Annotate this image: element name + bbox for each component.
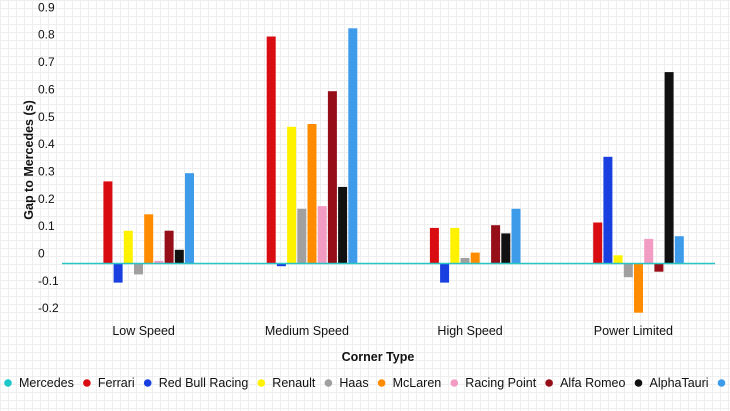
bar-alphatauri (664, 72, 674, 264)
legend-label: McLaren (393, 376, 442, 390)
legend-swatch (324, 379, 333, 387)
legend-label: Alfa Romeo (560, 376, 625, 390)
legend-label: Red Bull Racing (159, 376, 249, 390)
bar-ferrari (429, 227, 439, 264)
bar-mclaren (470, 252, 480, 264)
bar-mclaren (144, 214, 154, 264)
bar-haas (460, 258, 470, 264)
legend-label: Haas (339, 376, 368, 390)
y-tick-label: 0.3 (38, 164, 55, 178)
bar-racing-point (154, 260, 164, 264)
x-category-label: Low Speed (112, 324, 175, 338)
bar-red-bull-racing (276, 263, 286, 267)
bar-alfa-romeo (327, 91, 337, 264)
bar-renault (613, 255, 623, 264)
y-tick-label: 0.8 (38, 28, 55, 42)
bar-williams (674, 236, 684, 264)
y-axis-ticks: -0.2 -0.1 0 0.1 0.2 0.3 0.4 0.5 0.6 0.7 0.8 0.9 (38, 0, 59, 315)
y-tick-label: 0.7 (38, 55, 55, 69)
y-axis-title: Gap to Mercedes (s) (22, 100, 36, 219)
legend-item: Racing Point (450, 376, 537, 390)
legend-item: Williams (717, 379, 726, 387)
legend-item: Renault (257, 376, 316, 390)
legend-item: Red Bull Racing (143, 376, 249, 390)
legend-item: McLaren (377, 376, 442, 390)
bar-renault (450, 227, 460, 264)
legend-label: Mercedes (19, 376, 74, 390)
legend: Mercedes Ferrari Red Bull Racing Renault Haa… (4, 376, 726, 390)
bar-williams (348, 28, 358, 264)
bar-haas (623, 263, 633, 278)
bar-ferrari (593, 222, 603, 264)
bars (103, 28, 684, 313)
legend-label: Renault (272, 376, 316, 390)
legend-item: Mercedes (4, 376, 74, 390)
bar-haas (134, 263, 143, 275)
bar-ferrari (103, 181, 113, 264)
legend-item: Haas (324, 376, 369, 390)
x-axis-title: Corner Type (342, 350, 415, 364)
bar-alphatauri (174, 249, 184, 264)
bar-alphatauri (501, 233, 511, 264)
bar-racing-point (317, 206, 327, 264)
x-axis-categories: Low Speed Medium Speed High Speed Power Lim… (112, 324, 673, 338)
legend-swatch (4, 379, 12, 387)
legend-label: AlphaTauri (650, 376, 709, 390)
y-tick-label: -0.1 (38, 274, 59, 288)
legend-swatch (634, 379, 643, 387)
legend-item: Alfa Romeo (545, 376, 625, 390)
bar-alfa-romeo (491, 225, 501, 264)
legend-item: AlphaTauri (634, 376, 709, 390)
bar-alfa-romeo (654, 263, 664, 272)
legend-swatch (257, 379, 266, 387)
legend-item: Ferrari (83, 376, 135, 390)
legend-swatch (450, 379, 459, 387)
bar-red-bull-racing (603, 156, 613, 264)
bar-racing-point (644, 238, 654, 264)
bar-red-bull-racing (440, 263, 450, 283)
y-tick-label: 0.6 (38, 82, 55, 96)
x-category-label: Medium Speed (265, 324, 349, 338)
x-category-label: Power Limited (594, 324, 673, 338)
bar-alfa-romeo (164, 230, 174, 264)
bar-alphatauri (338, 186, 348, 264)
bar-red-bull-racing (113, 263, 123, 283)
legend-swatch (143, 379, 152, 387)
y-tick-label: 0.5 (38, 110, 55, 124)
bar-renault (287, 126, 297, 264)
legend-label: Ferrari (98, 376, 135, 390)
y-tick-label: 0.1 (38, 219, 55, 233)
legend-swatch (717, 379, 726, 387)
bar-williams (511, 208, 521, 264)
bar-mclaren (634, 263, 643, 313)
bar-williams (185, 173, 194, 264)
legend-swatch (377, 379, 386, 387)
y-tick-label: 0 (38, 247, 45, 261)
legend-label: Racing Point (465, 376, 536, 390)
bar-ferrari (266, 36, 276, 264)
legend-swatch (545, 379, 553, 387)
y-tick-label: 0.4 (38, 137, 55, 151)
y-tick-label: 0.2 (38, 192, 55, 206)
bar-renault (123, 230, 133, 264)
legend-swatch (83, 379, 91, 387)
x-category-label: High Speed (437, 324, 502, 338)
bar-haas (297, 208, 307, 264)
bar-mclaren (307, 124, 317, 264)
y-tick-label: -0.2 (38, 301, 59, 315)
y-tick-label: 0.9 (38, 0, 55, 14)
